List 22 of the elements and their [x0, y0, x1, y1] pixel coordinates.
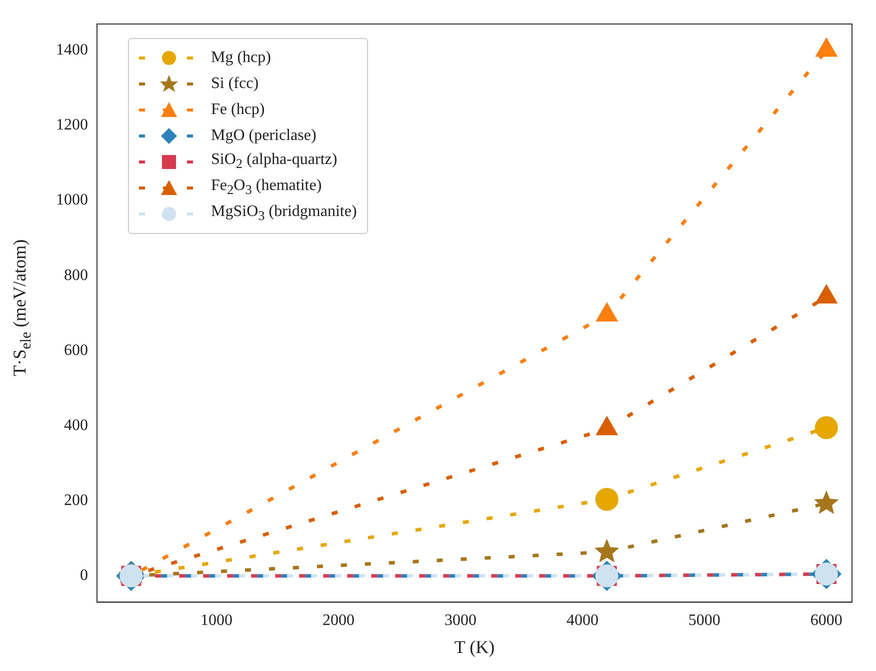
legend-label: Fe (hcp) [211, 101, 265, 119]
y-tick-label: 1200 [56, 116, 88, 134]
y-tick-label: 800 [64, 266, 88, 284]
legend-label: Si (fcc) [211, 75, 259, 93]
x-axis-title: T (K) [454, 636, 495, 657]
legend-label: Fe$_{2}$O$_{3}$ (hematite) [211, 177, 322, 199]
legend-label: MgSiO$_{3}$ (bridgmanite) [211, 203, 357, 225]
x-tick-label: 5000 [688, 612, 720, 630]
y-tick-label: 200 [64, 492, 88, 510]
legend-label: MgO (periclase) [211, 127, 316, 145]
y-tick-label: 0 [80, 567, 88, 584]
y-tick-label: 1000 [56, 192, 88, 209]
x-tick-label: 1000 [200, 612, 233, 630]
y-tick-label: 1400 [56, 41, 88, 58]
legend-label: SiO$_{2}$ (alpha-quartz) [211, 151, 338, 173]
legend-label: Mg (hcp) [211, 49, 271, 67]
x-tick-label: 4000 [566, 612, 598, 630]
y-tick-label: 400 [64, 416, 88, 434]
x-tick-label: 3000 [444, 612, 476, 630]
y-tick-label: 600 [64, 342, 88, 359]
x-tick-label: 6000 [810, 612, 842, 630]
x-tick-label: 2000 [322, 612, 354, 630]
